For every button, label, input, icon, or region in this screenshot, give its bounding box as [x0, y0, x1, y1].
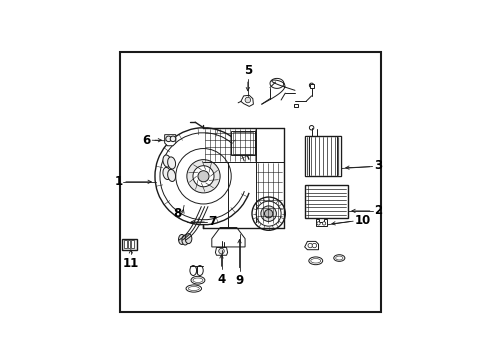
Ellipse shape	[167, 170, 175, 181]
Bar	[304, 136, 340, 176]
Ellipse shape	[167, 157, 175, 169]
Circle shape	[193, 166, 214, 187]
Ellipse shape	[185, 285, 201, 292]
Ellipse shape	[178, 234, 185, 244]
Text: 8: 8	[173, 207, 181, 220]
Circle shape	[264, 210, 272, 218]
Ellipse shape	[196, 266, 203, 275]
Text: 4: 4	[217, 273, 225, 286]
Ellipse shape	[335, 256, 342, 260]
Circle shape	[175, 149, 231, 204]
Circle shape	[307, 243, 312, 248]
Text: 2: 2	[373, 204, 381, 217]
Ellipse shape	[182, 235, 188, 245]
Bar	[304, 136, 308, 176]
Bar	[231, 131, 254, 156]
Bar	[304, 185, 347, 218]
Polygon shape	[315, 219, 326, 226]
Polygon shape	[304, 242, 318, 250]
Ellipse shape	[188, 287, 199, 291]
Circle shape	[198, 171, 208, 182]
Circle shape	[244, 97, 250, 103]
Bar	[131, 240, 133, 248]
Text: 9: 9	[235, 274, 243, 287]
Ellipse shape	[163, 167, 170, 180]
Polygon shape	[164, 135, 175, 146]
Ellipse shape	[185, 234, 191, 244]
Circle shape	[311, 243, 316, 248]
Bar	[336, 136, 340, 176]
Circle shape	[170, 136, 175, 141]
Ellipse shape	[308, 257, 322, 265]
Text: 5: 5	[243, 64, 251, 77]
Text: 3: 3	[373, 159, 381, 172]
Bar	[122, 239, 137, 250]
Bar	[293, 104, 297, 107]
Circle shape	[316, 222, 320, 225]
Circle shape	[260, 206, 276, 221]
Polygon shape	[241, 95, 253, 107]
Circle shape	[165, 136, 171, 141]
Circle shape	[251, 197, 285, 230]
Circle shape	[256, 201, 281, 226]
Text: 1: 1	[114, 175, 122, 188]
Circle shape	[309, 126, 313, 130]
Text: 11: 11	[122, 257, 139, 270]
Text: 6: 6	[142, 134, 150, 147]
Bar	[124, 240, 127, 248]
Ellipse shape	[191, 276, 204, 284]
Ellipse shape	[333, 255, 344, 261]
Circle shape	[322, 222, 325, 225]
Circle shape	[309, 83, 313, 87]
Ellipse shape	[193, 278, 203, 283]
Ellipse shape	[189, 266, 196, 275]
Circle shape	[218, 248, 224, 254]
Polygon shape	[211, 228, 244, 247]
Text: 7: 7	[208, 216, 216, 229]
Circle shape	[186, 159, 220, 193]
Text: 10: 10	[354, 213, 370, 226]
Bar	[232, 132, 253, 154]
Polygon shape	[215, 247, 227, 255]
Bar	[127, 240, 130, 248]
Bar	[309, 84, 313, 88]
Ellipse shape	[310, 258, 320, 263]
Ellipse shape	[163, 155, 170, 167]
